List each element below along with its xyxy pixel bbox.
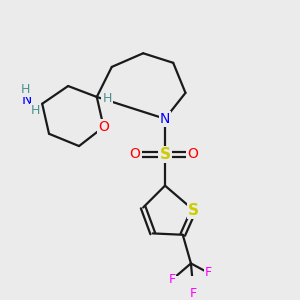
Text: O: O	[187, 147, 198, 161]
Text: S: S	[160, 147, 170, 162]
Text: H: H	[103, 92, 112, 105]
Text: H: H	[21, 83, 31, 96]
Text: F: F	[168, 273, 175, 286]
Text: H: H	[31, 104, 40, 117]
Text: F: F	[190, 287, 197, 300]
Text: N: N	[160, 112, 170, 126]
Text: N: N	[22, 94, 32, 107]
Text: S: S	[188, 203, 199, 218]
Text: F: F	[205, 266, 212, 280]
Text: O: O	[98, 120, 109, 134]
Text: O: O	[130, 147, 140, 161]
